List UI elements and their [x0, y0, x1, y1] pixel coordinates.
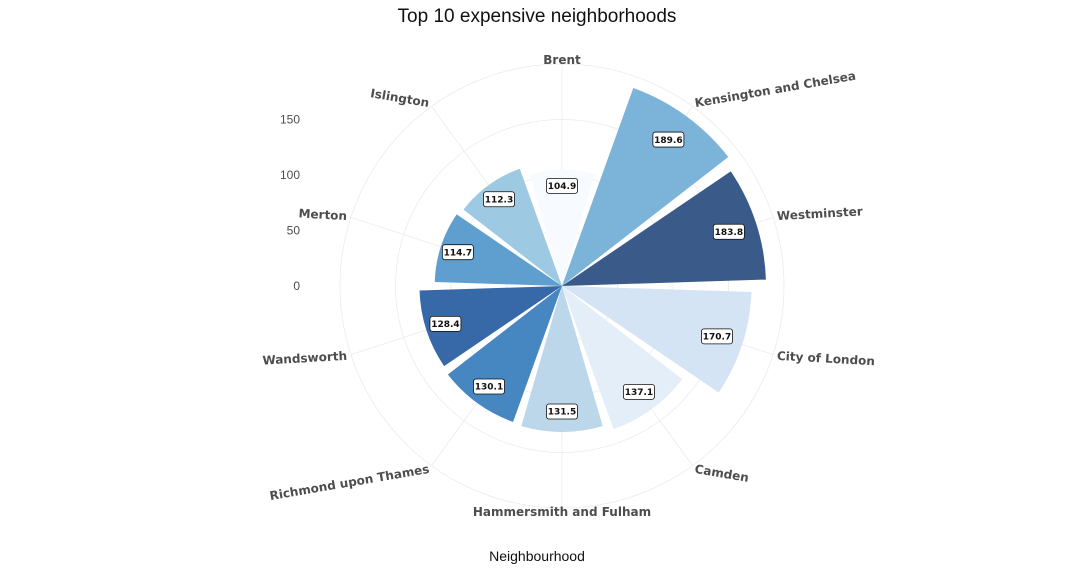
value-text: 137.1 [625, 388, 653, 398]
value-text: 130.1 [475, 383, 503, 393]
value-label-5: 131.5 [546, 403, 578, 420]
value-text: 170.7 [703, 333, 731, 343]
bar-3 [562, 286, 752, 393]
bar-8 [434, 214, 562, 286]
value-text: 104.9 [548, 182, 576, 192]
category-label: Richmond upon Thames [269, 462, 431, 503]
value-label-2: 183.8 [712, 223, 745, 240]
category-label: Kensington and Chelsea [694, 69, 857, 110]
y-tick-label: 100 [280, 168, 300, 182]
value-text: 114.7 [444, 248, 472, 258]
value-label-8: 114.7 [441, 244, 474, 261]
category-label: City of London [777, 349, 876, 369]
chart-tick-labels: 0 50 100 150 [280, 113, 300, 294]
value-label-7: 128.4 [429, 315, 462, 332]
category-label: Brent [543, 53, 581, 67]
category-label: Westminster [777, 204, 864, 223]
x-axis-title: Neighbourhood [489, 548, 585, 564]
category-label: Islington [369, 86, 430, 110]
category-label: Wandsworth [262, 349, 347, 368]
value-label-6: 130.1 [473, 378, 505, 395]
chart-value-labels: 104.9 189.6 183.8 170.7 137.1 131.5 130.1 128.4… [429, 131, 745, 420]
category-label: Hammersmith and Fulham [473, 505, 651, 519]
category-label: Camden [694, 462, 750, 485]
value-label-9: 112.3 [483, 191, 515, 208]
chart-title: Top 10 expensive neighborhoods [397, 6, 677, 27]
value-label-4: 137.1 [623, 383, 655, 400]
value-label-0: 104.9 [546, 177, 578, 194]
value-text: 131.5 [548, 408, 576, 418]
y-tick-label: 0 [293, 279, 300, 293]
bar-7 [419, 286, 562, 367]
y-tick-label: 150 [280, 113, 300, 127]
bar-5 [521, 286, 603, 432]
value-text: 128.4 [431, 320, 459, 330]
value-text: 183.8 [715, 228, 743, 238]
value-text: 189.6 [654, 136, 682, 146]
bar-0 [529, 169, 595, 286]
value-text: 112.3 [485, 195, 513, 205]
y-tick-label: 50 [287, 224, 301, 238]
category-label: Merton [298, 206, 347, 223]
bar-1 [562, 87, 729, 287]
value-label-3: 170.7 [701, 328, 733, 345]
bar-2 [562, 171, 766, 286]
value-label-1: 189.6 [652, 131, 685, 148]
chart-category-labels: Brent Kensington and Chelsea Westminster Ci… [262, 53, 875, 519]
